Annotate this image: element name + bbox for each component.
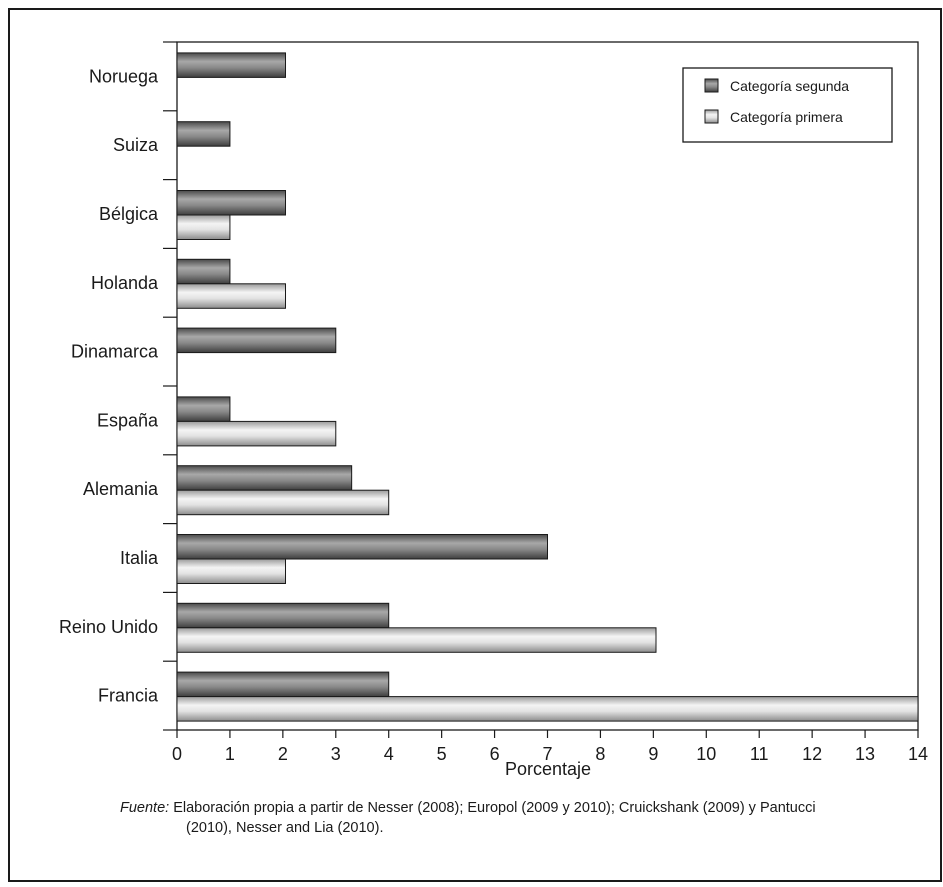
x-axis-ticks: 0 1 2 3 4 5 6 7 8 9 10 11 12 13 14 xyxy=(172,730,928,764)
category-label: Noruega xyxy=(89,66,159,86)
bar-holanda-primera xyxy=(176,283,287,309)
bar-noruega-segunda xyxy=(176,52,287,78)
source-text-1: Elaboración propia a partir de Nesser (2… xyxy=(169,800,816,816)
x-axis-title: Porcentaje xyxy=(505,759,591,779)
bars-group xyxy=(176,52,919,722)
category-label: Alemania xyxy=(83,479,159,499)
bar-holanda-segunda xyxy=(176,258,231,285)
category-labels: Noruega Suiza Bélgica Holanda Dinamarca Españ… xyxy=(59,66,159,705)
legend-label-primera: Categoría primera xyxy=(730,109,843,125)
category-label: Reino Unido xyxy=(59,617,158,637)
bar-suiza-segunda xyxy=(176,121,231,147)
bar-alemania-primera xyxy=(176,489,390,516)
x-tick-label: 6 xyxy=(490,744,500,764)
legend-swatch-segunda xyxy=(704,78,719,93)
category-label: Suiza xyxy=(113,135,159,155)
figure-frame xyxy=(8,8,942,882)
source-label: Fuente: xyxy=(120,800,170,816)
x-tick-label: 14 xyxy=(908,744,928,764)
category-label: Dinamarca xyxy=(71,342,159,362)
x-tick-label: 2 xyxy=(278,744,288,764)
category-label: España xyxy=(97,410,159,430)
x-tick-label: 0 xyxy=(172,744,182,764)
bar-españa-segunda xyxy=(176,396,231,422)
x-tick-label: 3 xyxy=(331,744,341,764)
x-tick-label: 11 xyxy=(750,744,769,764)
bar-reino-unido-segunda xyxy=(176,602,390,629)
x-tick-label: 8 xyxy=(595,744,605,764)
bar-italia-primera xyxy=(176,558,287,584)
x-tick-label: 13 xyxy=(855,744,875,764)
x-tick-label: 7 xyxy=(542,744,552,764)
legend-label-segunda: Categoría segunda xyxy=(730,78,849,94)
category-ticks xyxy=(163,41,177,731)
source-note: Fuente: Elaboración propia a partir de N… xyxy=(120,798,920,838)
x-tick-label: 5 xyxy=(437,744,447,764)
category-label: Bélgica xyxy=(99,204,159,224)
bar-dinamarca-segunda xyxy=(176,327,337,354)
bar-bélgica-segunda xyxy=(176,190,287,216)
x-tick-label: 1 xyxy=(225,744,235,764)
category-label: Francia xyxy=(98,686,159,706)
bar-españa-primera xyxy=(176,420,337,447)
x-tick-label: 10 xyxy=(696,744,716,764)
bar-alemania-segunda xyxy=(176,465,353,491)
x-tick-label: 12 xyxy=(802,744,822,764)
source-line-1: Fuente: Elaboración propia a partir de N… xyxy=(120,798,920,818)
category-label: Holanda xyxy=(91,273,159,293)
bar-francia-segunda xyxy=(176,671,390,698)
x-tick-label: 4 xyxy=(384,744,394,764)
bar-bélgica-primera xyxy=(176,214,231,240)
bar-italia-segunda xyxy=(176,534,548,560)
legend: Categoría segunda Categoría primera xyxy=(682,67,893,143)
bar-francia-primera xyxy=(176,696,919,722)
source-text-2: (2010), Nesser and Lia (2010). xyxy=(186,820,384,836)
x-tick-label: 9 xyxy=(648,744,658,764)
category-label: Italia xyxy=(120,548,159,568)
bar-reino-unido-primera xyxy=(176,627,657,653)
legend-swatch-primera xyxy=(704,109,719,124)
